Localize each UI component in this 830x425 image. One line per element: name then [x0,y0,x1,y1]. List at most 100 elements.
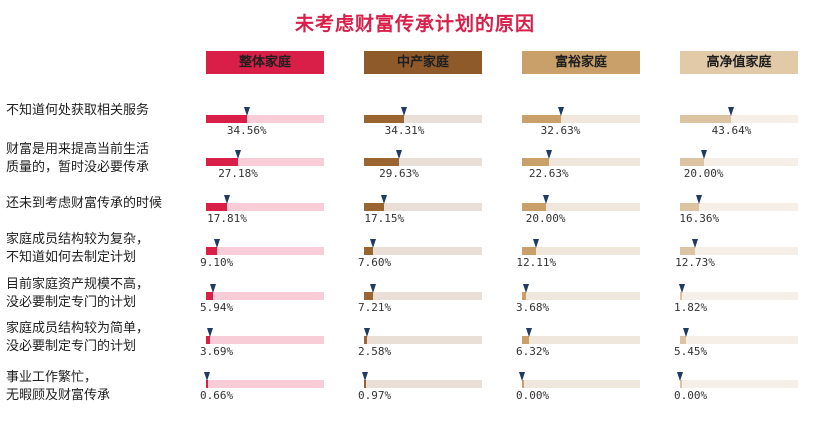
bar-fill [680,292,683,300]
value-marker [545,150,552,159]
bar-fill [206,158,239,166]
bar-fill [522,115,561,123]
value-marker [692,239,699,248]
bar-track [364,336,482,344]
value-marker [700,150,707,159]
bar-fill [522,158,549,166]
value-marker [369,284,376,293]
value-marker [533,239,540,248]
bar-track [364,380,482,388]
bar-track [680,115,798,123]
bar-track [680,336,798,344]
row-label-line: 财富是用来提高当前生活 [6,142,150,157]
value-label: 20.00% [683,167,724,180]
bar-fill [364,203,385,211]
bar-track [522,203,640,211]
value-label: 12.11% [516,256,557,269]
value-label: 22.63% [528,167,569,180]
bar-fill [680,380,682,388]
bar-fill [364,336,368,344]
value-marker [677,372,683,381]
row-label: 家庭成员结构较为简单， 没必要制定专门的计划 [6,320,201,356]
value-marker [235,150,242,159]
bar-fill [680,158,704,166]
value-label: 16.36% [679,212,720,225]
bar-track [522,292,640,300]
row-label-line: 不知道何处获取相关服务 [6,103,150,118]
bar-fill [522,203,546,211]
value-label: 17.81% [207,212,247,225]
value-label: 0.00% [516,389,550,402]
bar-track [680,247,798,255]
row-label-line: 还未到考虑财富传承的时候 [6,196,163,211]
bar-fill [206,380,208,388]
value-label: 1.82% [674,301,708,314]
value-marker [542,195,549,204]
bar-track [680,380,798,388]
row-label-line: 质量的，暂时没必要传承 [6,160,150,175]
value-marker [369,239,376,248]
bar-track [680,203,798,211]
bar-fill [680,336,687,344]
row-label: 家庭成员结构较为复杂， 不知道如何去制定计划 [6,231,201,267]
bar-fill [522,336,530,344]
bar-fill [206,203,228,211]
bar-fill [364,158,399,166]
value-label: 7.60% [358,256,392,269]
value-marker [683,328,690,337]
value-label: 32.63% [540,124,581,137]
bar-fill [206,292,213,300]
bar-fill [680,115,732,123]
row-label: 不知道何处获取相关服务 [6,102,201,120]
row-label: 财富是用来提高当前生活 质量的，暂时没必要传承 [6,141,201,177]
bar-track [364,115,482,123]
bar-track [364,158,482,166]
value-label: 0.66% [200,389,234,402]
bar-track [522,158,640,166]
series-header: 中产家庭 [364,51,482,74]
row-label: 还未到考虑财富传承的时候 [6,195,201,213]
value-label: 7.21% [358,301,392,314]
value-label: 0.97% [358,389,392,402]
value-label: 6.32% [516,345,550,358]
bar-fill [364,247,373,255]
bar-track [206,292,324,300]
row-label-line: 没必要制定专门的计划 [6,339,137,354]
value-label: 34.31% [384,124,425,137]
value-label: 3.69% [200,345,234,358]
value-label: 2.58% [358,345,392,358]
row-label: 事业工作繁忙， 无暇顾及财富传承 [6,369,201,405]
value-label: 5.45% [674,345,708,358]
row-label-line: 事业工作繁忙， [6,370,98,385]
row-label-line: 家庭成员结构较为复杂， [6,232,150,247]
value-label: 3.68% [516,301,550,314]
series-header: 富裕家庭 [522,51,640,74]
bar-fill [364,380,366,388]
value-marker [243,107,250,116]
value-marker [364,328,371,337]
value-marker [526,328,533,337]
bar-track [680,158,798,166]
bar-track [206,115,324,123]
bar-track [522,115,640,123]
value-marker [679,284,686,293]
value-label: 20.00% [525,212,566,225]
bar-track [206,336,324,344]
value-label: 17.15% [364,212,405,225]
row-label: 目前家庭资产规模不高， 没必要制定专门的计划 [6,276,201,312]
value-marker [401,107,408,116]
value-marker [557,107,564,116]
bar-fill [206,247,217,255]
value-label: 43.64% [711,124,752,137]
value-marker [207,328,214,337]
row-label-line: 没必要制定专门的计划 [6,295,137,310]
bar-track [206,203,324,211]
bar-fill [680,203,700,211]
bar-fill [364,292,373,300]
value-marker [210,284,216,293]
bar-track [522,247,640,255]
series-header: 整体家庭 [206,51,324,74]
bar-fill [522,292,527,300]
bar-fill [364,115,405,123]
value-marker [203,372,210,381]
